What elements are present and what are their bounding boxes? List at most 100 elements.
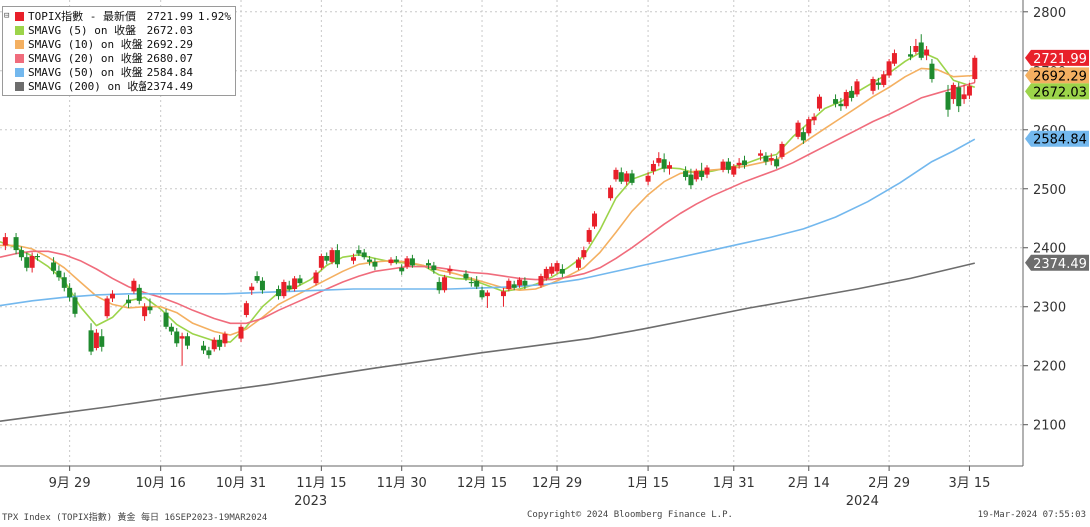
candle-body [361, 252, 367, 258]
last-value-label: 2692.29 [1025, 67, 1089, 84]
candle [720, 159, 726, 173]
candle-body [281, 281, 287, 297]
candle-body [795, 122, 801, 137]
footer-copyright: Copyright© 2024 Bloomberg Finance L.P. [527, 510, 733, 520]
candle-body [109, 293, 115, 299]
candle-body [367, 259, 373, 262]
candle [656, 152, 662, 167]
candle [72, 292, 78, 318]
candle [206, 346, 212, 359]
last-value-label-text: 2721.99 [1033, 52, 1087, 67]
candle-body [324, 256, 330, 261]
candle-body [500, 291, 506, 297]
candle [918, 34, 924, 61]
candle [699, 162, 705, 181]
x-tick-label: 10月 31 [216, 476, 266, 491]
candle-body [463, 273, 469, 279]
candle-body [854, 81, 860, 95]
candle [147, 298, 153, 314]
candle-body [972, 57, 978, 80]
candle [109, 290, 115, 303]
candle [436, 277, 442, 294]
last-value-label-bg [1025, 67, 1089, 84]
candle-body [924, 49, 930, 56]
candle-body [442, 277, 448, 291]
candle-body [388, 259, 394, 264]
candle [522, 277, 528, 290]
candle [768, 153, 774, 166]
candle [945, 84, 951, 117]
legend: ⊟ TOPIX指數 - 最新價 2721.99 1.92% SMAVG (5) on … [2, 6, 236, 96]
candle [950, 82, 956, 104]
legend-series-value: 2584.84 [146, 65, 193, 79]
candle [575, 257, 581, 271]
axes: 210022002300240025002600270028009月 2910月… [0, 0, 1066, 509]
candle-body [806, 119, 812, 134]
candle [795, 120, 801, 140]
candle [500, 287, 506, 307]
candle-body [356, 250, 362, 254]
candle-body [93, 332, 99, 349]
candle [511, 280, 517, 291]
last-value-label-text: 2584.84 [1033, 133, 1087, 148]
candle [891, 49, 897, 67]
candle-body [222, 333, 228, 344]
candle-body [843, 92, 849, 107]
candle [399, 264, 405, 275]
candle [645, 172, 651, 186]
footer-timestamp: 19-Mar-2024 07:55:03 [977, 510, 1086, 520]
candle [549, 263, 555, 277]
candle-body [350, 257, 356, 261]
moving-average-line [0, 67, 975, 336]
legend-collapse-icon[interactable]: ⊟ [4, 11, 10, 21]
candle-body [2, 237, 8, 246]
candle [297, 274, 303, 286]
candle-body [870, 79, 876, 91]
candle-body [554, 263, 560, 272]
candle [442, 274, 448, 293]
candle-body [243, 303, 249, 315]
candle-body [549, 266, 555, 274]
candle-body [506, 280, 512, 290]
candle [350, 253, 356, 265]
candle [67, 283, 73, 302]
candle-body [72, 297, 78, 314]
y-tick-label: 2400 [1033, 242, 1066, 257]
candle-body [431, 265, 437, 271]
legend-rows: TOPIX指數 - 最新價 2721.99 1.92% SMAVG (5) on 收盤… [15, 9, 231, 93]
candle-body [763, 155, 769, 162]
candle [13, 233, 19, 255]
candle-body [206, 350, 212, 356]
last-value-label: 2721.99 [1025, 49, 1089, 67]
legend-series-value: 2680.07 [146, 51, 193, 65]
candle-body [334, 250, 340, 265]
legend-series-name: TOPIX指數 - 最新價 [28, 10, 136, 23]
legend-swatch [15, 39, 24, 49]
legend-row: SMAVG (20) on 收盤 2680.07 [15, 51, 231, 65]
candle [238, 324, 244, 343]
candle [276, 285, 282, 300]
candle [367, 256, 373, 266]
candle-body [174, 331, 180, 344]
candle [559, 264, 565, 278]
candle [184, 332, 190, 350]
candle-body [163, 312, 169, 327]
candle [88, 323, 94, 356]
candle-body [645, 175, 651, 182]
candle-body [918, 42, 924, 58]
y-tick-label: 2500 [1033, 183, 1066, 198]
candle-body [543, 268, 549, 279]
candle [854, 79, 860, 97]
last-value-label-text: 2374.49 [1033, 257, 1087, 272]
candle [961, 84, 967, 104]
candle-body [67, 287, 73, 298]
candle-body [661, 159, 667, 169]
legend-series-name: SMAVG (200) on 收盤 [28, 80, 146, 93]
candle [56, 265, 62, 281]
candle [104, 296, 110, 319]
candle-body [179, 336, 185, 339]
candle-body [217, 339, 223, 347]
legend-swatch [15, 11, 24, 21]
candle [908, 46, 914, 61]
